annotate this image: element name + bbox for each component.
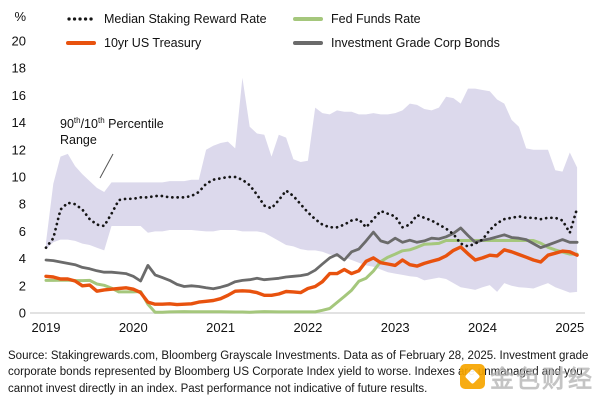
legend-label: 10yr US Treasury xyxy=(104,36,202,50)
svg-text:6: 6 xyxy=(19,224,26,239)
svg-text:12: 12 xyxy=(12,142,26,157)
legend-item-fed-funds-rate: Fed Funds Rate xyxy=(293,12,500,26)
legend-item-investment-grade-corp-bonds: Investment Grade Corp Bonds xyxy=(293,36,500,50)
orange-line-swatch-icon xyxy=(66,41,96,45)
svg-text:2: 2 xyxy=(19,278,26,293)
svg-text:14: 14 xyxy=(12,115,26,130)
svg-text:8: 8 xyxy=(19,197,26,212)
dotted-line-swatch-icon xyxy=(67,17,96,21)
percentile-range-annotation: 90th/10th Percentile Range xyxy=(60,116,164,148)
gray-line-swatch-icon xyxy=(293,41,323,45)
legend-label: Fed Funds Rate xyxy=(331,12,421,26)
svg-text:18: 18 xyxy=(12,61,26,76)
svg-text:0: 0 xyxy=(19,306,26,321)
annotation-pointer-line xyxy=(99,153,114,179)
chart-plot: 0 2 4 6 8 10 12 14 16 18 20% 2019 2020 2021 2022 2023 20… xyxy=(12,9,585,335)
svg-text:2024: 2024 xyxy=(468,320,497,335)
svg-text:2025: 2025 xyxy=(555,320,584,335)
svg-text:2020: 2020 xyxy=(119,320,148,335)
legend-label: Investment Grade Corp Bonds xyxy=(331,36,500,50)
legend-label: Median Staking Reward Rate xyxy=(104,12,267,26)
green-line-swatch-icon xyxy=(293,17,323,21)
svg-text:%: % xyxy=(14,9,26,24)
legend-item-median-staking-reward-rate: Median Staking Reward Rate xyxy=(66,12,271,26)
svg-text:2021: 2021 xyxy=(206,320,235,335)
svg-text:2022: 2022 xyxy=(293,320,322,335)
svg-text:2023: 2023 xyxy=(381,320,410,335)
svg-text:16: 16 xyxy=(12,88,26,103)
svg-text:10: 10 xyxy=(12,170,26,185)
legend-item-10yr-us-treasury: 10yr US Treasury xyxy=(66,36,271,50)
source-footnote: Source: Stakingrewards.com, Bloomberg Gr… xyxy=(8,350,589,395)
svg-text:20: 20 xyxy=(12,34,26,49)
svg-text:2019: 2019 xyxy=(32,320,61,335)
svg-text:4: 4 xyxy=(19,251,26,266)
chart-legend: Median Staking Reward Rate 10yr US Treas… xyxy=(66,12,500,50)
